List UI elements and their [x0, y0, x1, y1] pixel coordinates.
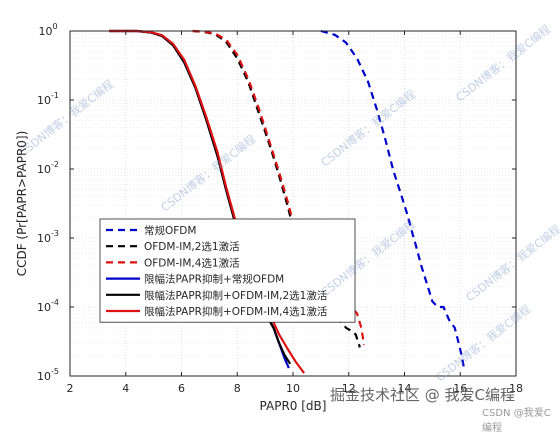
legend-label: 常规OFDM [144, 224, 196, 237]
series-line-1 [320, 29, 466, 371]
y-tick-label: 10-3 [37, 229, 59, 245]
legend: 常规OFDM OFDM-IM,2选1激活 OFDM-IM,4选1激活限幅法PAPR抑… [99, 218, 356, 323]
legend-label: OFDM-IM,2选1激活 [144, 240, 240, 253]
x-tick-label: 4 [122, 382, 129, 395]
y-tick-label: 100 [38, 22, 57, 38]
ccdf-chart: 2 4 6 8 10 12 14 16 18 10-5 10-4 10-3 10-2 10-1 100 P… [15, 22, 524, 413]
x-tick-label: 8 [234, 382, 241, 395]
x-tick-label: 16 [453, 382, 467, 395]
y-tick-label: 10-4 [37, 298, 59, 314]
y-tick-label: 10-5 [37, 367, 59, 383]
y-axis-label: CCDF (Pr[PAPR>PAPR0]) [15, 131, 29, 277]
tick-marks [69, 30, 517, 377]
y-tick-labels: 10-5 10-4 10-3 10-2 10-1 100 [37, 22, 59, 383]
x-tick-label: 12 [342, 382, 356, 395]
legend-box [99, 218, 356, 323]
x-tick-label: 10 [286, 382, 300, 395]
y-tick-label: 10-2 [37, 160, 59, 176]
x-tick-label: 14 [398, 382, 412, 395]
x-tick-label: 2 [67, 382, 74, 395]
legend-label: OFDM-IM,4选1激活 [144, 256, 240, 269]
x-tick-labels: 2 4 6 8 10 12 14 16 18 [67, 382, 524, 395]
legend-label: 限幅法PAPR抑制+OFDM-IM,2选1激活 [144, 289, 328, 302]
x-tick-label: 6 [178, 382, 185, 395]
x-tick-label: 18 [509, 382, 523, 395]
x-axis-label: PAPR0 [dB] [260, 399, 327, 413]
legend-label: 限幅法PAPR抑制+常规OFDM [144, 273, 284, 286]
y-tick-label: 10-1 [37, 91, 59, 107]
legend-label: 限幅法PAPR抑制+OFDM-IM,4选1激活 [144, 305, 328, 318]
